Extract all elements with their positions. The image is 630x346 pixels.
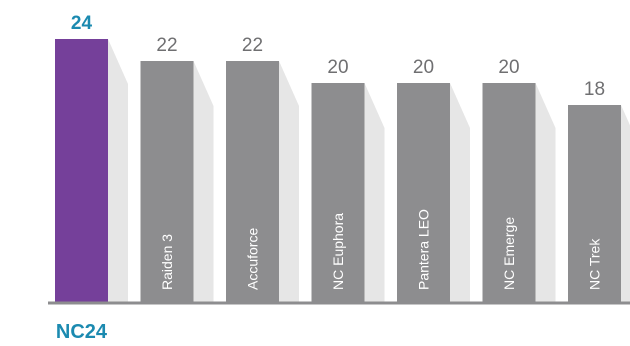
value-label-raiden-3: 22 xyxy=(156,35,177,56)
bar-shadows xyxy=(108,39,630,303)
category-label-pantera-leo: Pantera LEO xyxy=(416,209,432,290)
bar-raiden-3 xyxy=(140,61,194,303)
value-label-nc-emerge: 20 xyxy=(498,57,519,78)
value-labels-group: 24 22 22 20 20 20 18 xyxy=(71,13,605,100)
value-label-accuforce: 22 xyxy=(242,35,263,56)
bar-shadow-pantera-leo xyxy=(450,83,470,303)
bar-shadow-nc-euphora xyxy=(364,83,385,303)
category-label-nc-trek: NC Trek xyxy=(587,238,603,290)
category-label-nc24: NC24 xyxy=(56,321,108,343)
bar-shadow-raiden-3 xyxy=(193,61,214,303)
bar-pantera-leo xyxy=(397,83,450,303)
value-label-nc-trek: 18 xyxy=(584,79,605,100)
bar-nc24 xyxy=(55,39,108,303)
category-labels-group: NC24 Raiden 3 Accuforce NC Euphora Pantera L… xyxy=(56,209,603,343)
value-label-nc24: 24 xyxy=(71,13,93,34)
value-label-pantera-leo: 20 xyxy=(413,57,434,78)
bar-nc-euphora xyxy=(311,83,365,303)
category-label-nc-emerge: NC Emerge xyxy=(501,217,517,290)
bar-shadow-nc24 xyxy=(108,39,128,303)
bar-nc-trek xyxy=(568,105,621,303)
category-label-raiden-3: Raiden 3 xyxy=(159,234,175,290)
bar-accuforce xyxy=(226,61,279,303)
bar-shadow-nc-trek xyxy=(621,105,630,303)
category-label-accuforce: Accuforce xyxy=(245,228,261,290)
bar-nc-emerge xyxy=(482,83,536,303)
bars-group xyxy=(55,39,621,303)
bar-shadow-accuforce xyxy=(279,61,299,303)
category-label-nc-euphora: NC Euphora xyxy=(330,213,346,290)
bar-shadow-nc-emerge xyxy=(535,83,556,303)
value-label-nc-euphora: 20 xyxy=(327,57,348,78)
